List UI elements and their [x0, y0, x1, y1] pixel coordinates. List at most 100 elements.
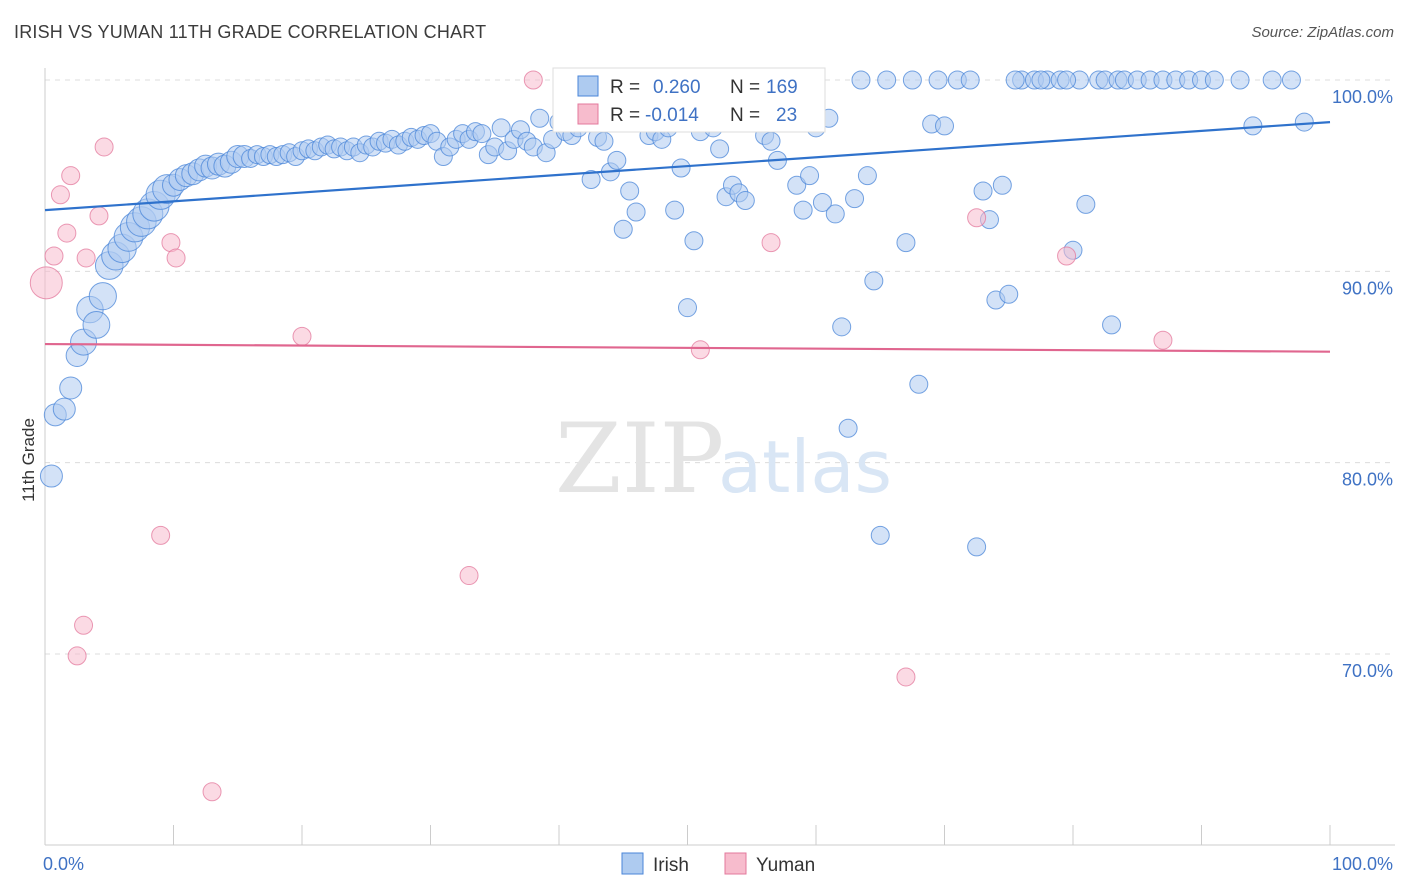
trend-lines: [44, 120, 1331, 353]
irish-bottom-swatch: [621, 852, 644, 875]
irish-point-133: [960, 70, 980, 90]
irish-point-127: [902, 70, 922, 90]
irish-point-170: [1031, 70, 1051, 90]
irish-n-value: 169: [766, 77, 798, 98]
yuman-point-18: [761, 233, 781, 253]
irish-point-3: [59, 376, 83, 400]
yuman-point-13: [202, 782, 222, 802]
irish-point-111: [761, 131, 781, 151]
x-tick-labels: 0.0% 100.0%: [43, 854, 1393, 874]
irish-point-161: [1281, 70, 1301, 90]
irish-r-label: R =: [610, 77, 640, 98]
irish-point-76: [530, 108, 550, 128]
watermark-zip: ZIP: [555, 403, 724, 515]
irish-point-115: [793, 200, 813, 220]
irish-point-166: [838, 418, 858, 438]
yuman-point-15: [459, 566, 479, 586]
irish-point-103: [710, 139, 730, 159]
irish-point-2: [52, 397, 76, 421]
x-tick-label-0: 0.0%: [43, 854, 84, 874]
y-tick-label-1: 90.0%: [1342, 278, 1393, 298]
chart-title: IRISH VS YUMAN 11TH GRADE CORRELATION CH…: [14, 22, 487, 42]
irish-point-8: [88, 282, 117, 311]
yuman-points: [29, 70, 1173, 802]
yuman-n-label: N =: [730, 105, 760, 126]
irish-point-157: [1204, 70, 1224, 90]
x-tick-label-1: 100.0%: [1332, 854, 1393, 874]
irish-point-90: [620, 181, 640, 201]
irish-point-91: [626, 202, 646, 222]
yuman-point-2: [50, 185, 70, 205]
irish-point-171: [1057, 70, 1077, 90]
yuman-point-7: [76, 248, 96, 268]
yuman-point-1: [44, 246, 64, 266]
y-tick-label-2: 80.0%: [1342, 470, 1393, 490]
yuman-point-21: [1057, 246, 1077, 266]
irish-point-100: [684, 231, 704, 251]
irish-point-126: [896, 233, 916, 253]
irish-points: [39, 70, 1314, 557]
irish-bottom-label: Irish: [653, 855, 689, 876]
source-label: Source: ZipAtlas.com: [1251, 24, 1394, 41]
yuman-point-17: [690, 340, 710, 360]
yuman-point-12: [166, 248, 186, 268]
irish-point-145: [1076, 194, 1096, 214]
yuman-point-14: [292, 326, 312, 346]
irish-point-88: [607, 150, 627, 170]
irish-point-7: [82, 311, 111, 339]
y-tick-label-0: 100.0%: [1332, 87, 1393, 107]
irish-point-120: [832, 317, 852, 337]
irish-point-160: [1262, 70, 1282, 90]
irish-point-124: [864, 271, 884, 291]
irish-point-148: [1102, 315, 1122, 335]
yuman-point-3: [57, 223, 77, 243]
irish-point-134: [973, 181, 993, 201]
yuman-legend-swatch: [577, 103, 599, 125]
irish-legend-swatch: [577, 75, 599, 97]
irish-point-89: [613, 219, 633, 239]
y-tick-label-3: 70.0%: [1342, 661, 1393, 681]
irish-r-value: 0.260: [653, 77, 701, 98]
irish-point-119: [825, 204, 845, 224]
irish-point-130: [928, 70, 948, 90]
yuman-bottom-label: Yuman: [756, 855, 815, 876]
irish-trend-line: [44, 120, 1331, 212]
irish-point-168: [967, 537, 987, 557]
yuman-point-10: [151, 525, 171, 545]
irish-point-138: [999, 284, 1019, 304]
y-tick-labels: 100.0% 90.0% 80.0% 70.0%: [1332, 87, 1393, 681]
yuman-point-8: [89, 206, 109, 226]
yuman-point-0: [29, 266, 63, 300]
stats-legend: R = 0.260 N = 169 R = -0.014 N = 23: [552, 67, 826, 133]
irish-point-0: [39, 464, 63, 488]
irish-point-123: [857, 166, 877, 186]
yuman-n-value: 23: [776, 105, 797, 126]
yuman-r-value: -0.014: [645, 105, 699, 126]
irish-point-122: [851, 70, 871, 90]
irish-n-label: N =: [730, 77, 760, 98]
irish-point-84: [581, 169, 601, 189]
yuman-point-16: [523, 70, 543, 90]
irish-point-107: [735, 191, 755, 211]
yuman-trend-line: [44, 342, 1331, 353]
yuman-point-19: [896, 667, 916, 687]
irish-point-70: [491, 118, 511, 138]
irish-point-125: [877, 70, 897, 90]
yuman-point-5: [67, 646, 87, 666]
y-axis-label: 11th Grade: [19, 418, 38, 502]
irish-point-128: [909, 374, 929, 394]
yuman-point-9: [94, 137, 114, 157]
watermark: ZIP atlas: [555, 403, 892, 515]
irish-point-162: [1294, 112, 1314, 132]
irish-point-116: [800, 166, 820, 186]
yuman-r-label: R =: [610, 105, 640, 126]
yuman-point-4: [61, 166, 81, 186]
irish-point-117: [812, 192, 832, 212]
irish-point-131: [935, 116, 954, 136]
yuman-point-6: [74, 615, 94, 635]
axes: [44, 68, 1395, 846]
irish-point-121: [845, 189, 865, 209]
series-legend: Irish Yuman: [621, 852, 815, 876]
irish-point-167: [870, 525, 890, 545]
